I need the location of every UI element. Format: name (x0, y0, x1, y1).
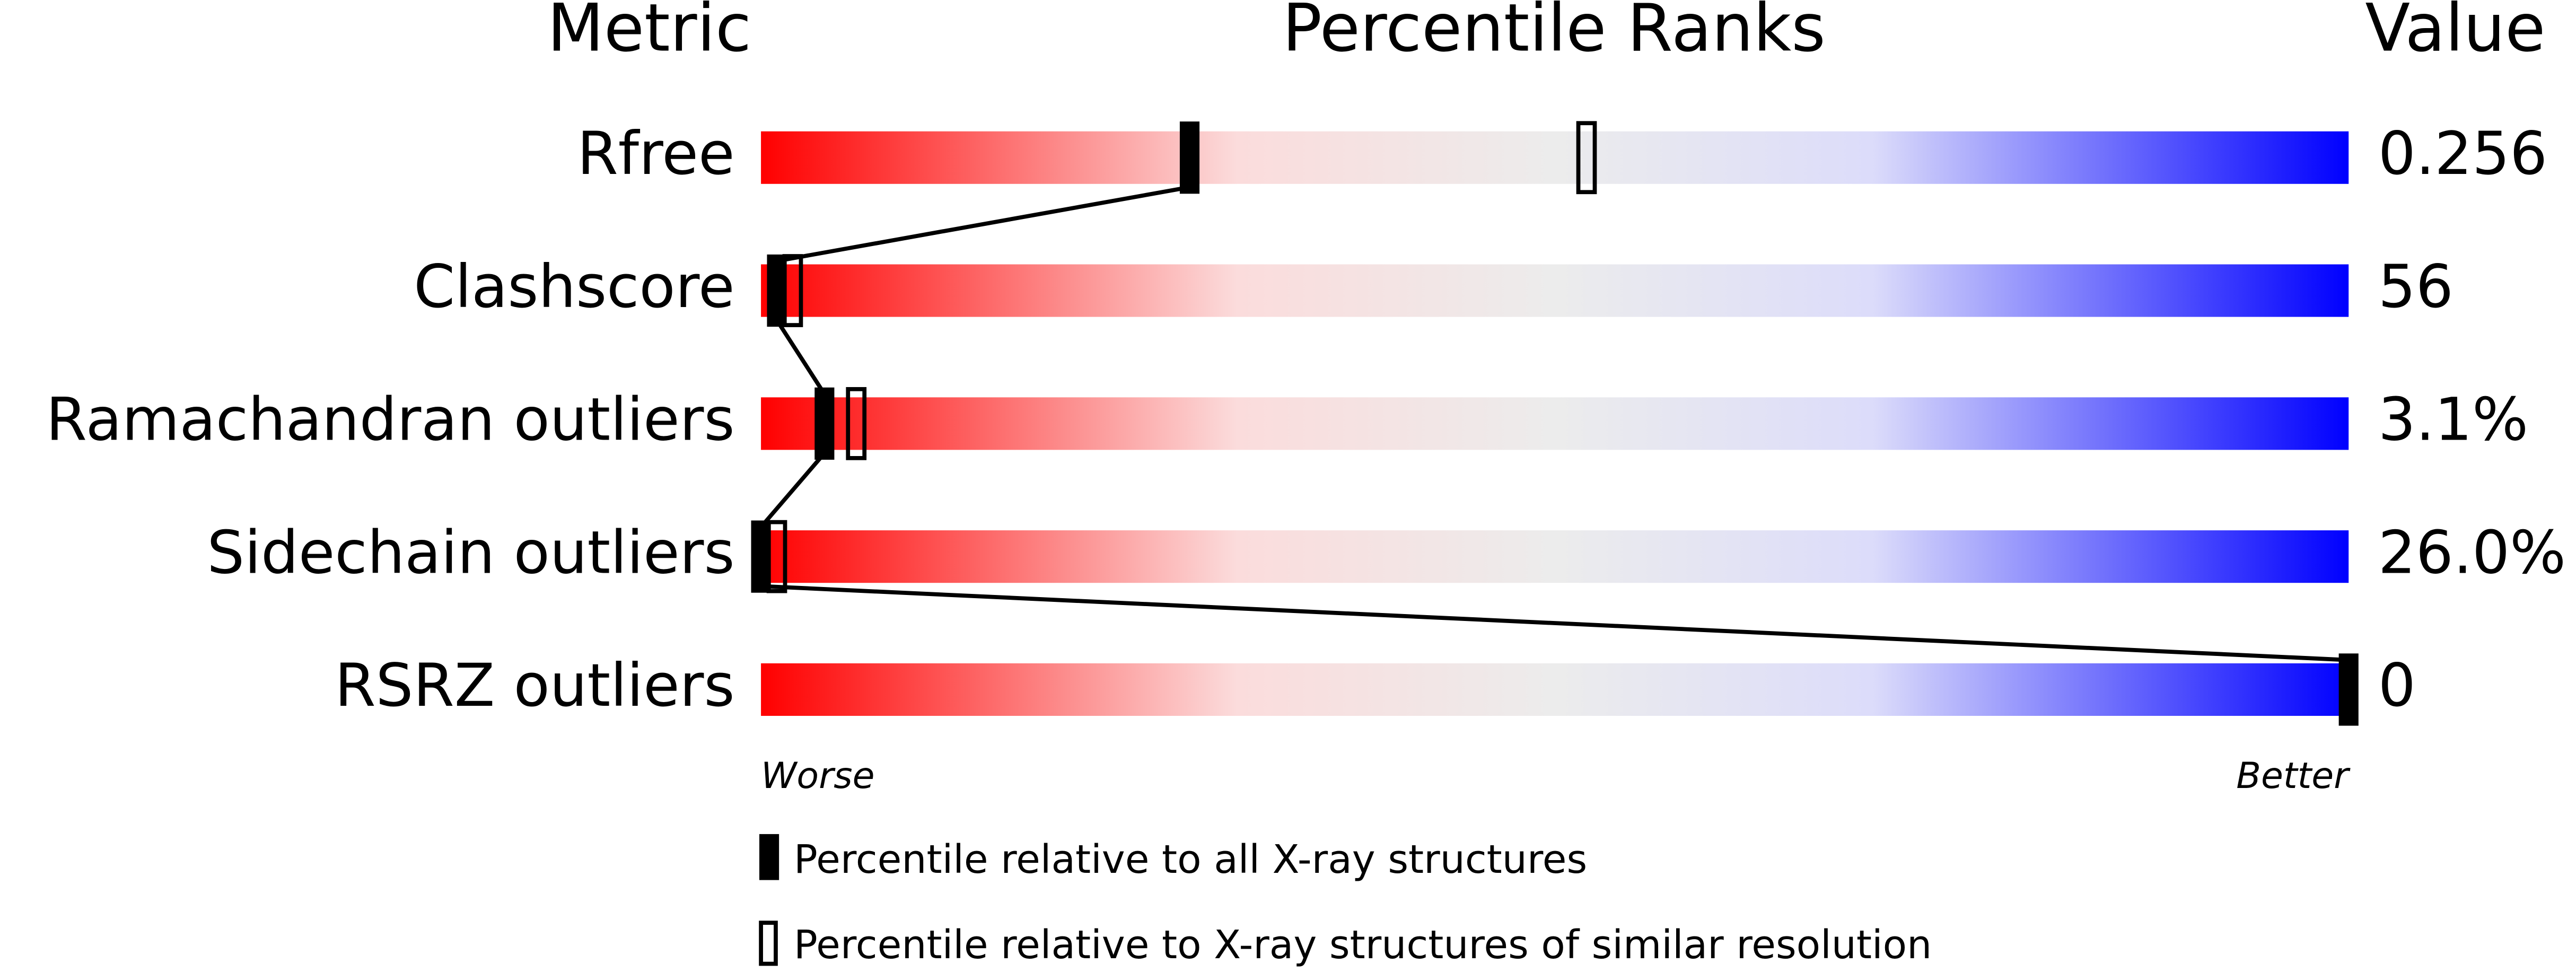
marker-all (767, 254, 787, 327)
marker-all (2338, 653, 2359, 726)
marker-all (814, 387, 835, 460)
marker-similar (846, 387, 867, 460)
value-label: 56 (2378, 253, 2454, 321)
legend-label: Percentile relative to X-ray structures … (794, 922, 1932, 968)
marker-all (751, 520, 771, 593)
metric-label: Sidechain outliers (207, 519, 734, 587)
header: Value (2365, 0, 2545, 67)
gradient-bar (761, 663, 2349, 716)
header: Percentile Ranks (1282, 0, 1825, 67)
value-label: 0 (2378, 652, 2416, 720)
metric-label: Clashscore (414, 253, 734, 321)
value-label: 26.0% (2378, 519, 2566, 587)
metric-label: Rfree (577, 120, 734, 188)
value-label: 0.256 (2378, 120, 2547, 188)
axis-label: Better (2236, 755, 2351, 797)
value-label: 3.1% (2378, 386, 2528, 454)
legend-swatch (759, 921, 778, 966)
marker-all (1179, 121, 1200, 194)
metric-label: RSRZ outliers (335, 652, 734, 720)
legend-label: Percentile relative to all X-ray structu… (794, 836, 1587, 882)
gradient-bar (761, 397, 2349, 450)
gradient-bar (761, 131, 2349, 184)
header: Metric (547, 0, 751, 67)
legend-swatch (759, 834, 779, 880)
gradient-bar (761, 264, 2349, 317)
axis-label: Worse (761, 755, 874, 797)
gradient-bar (761, 530, 2349, 583)
metric-label: Ramachandran outliers (46, 386, 735, 454)
marker-similar (1576, 121, 1597, 195)
